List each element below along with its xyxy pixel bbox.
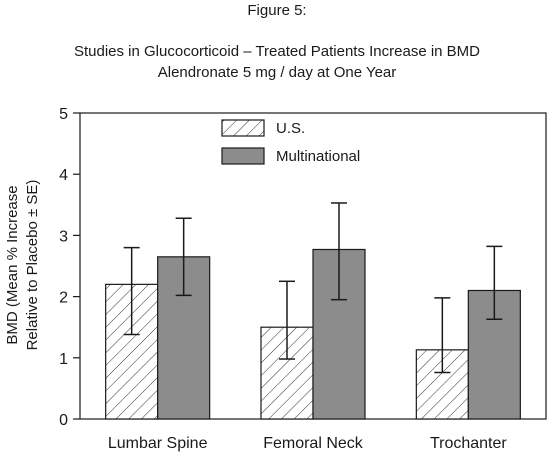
legend-label-multinational: Multinational xyxy=(276,148,360,165)
x-tick-label: Trochanter xyxy=(430,435,507,452)
y-tick-label: 4 xyxy=(59,167,68,184)
y-tick-label: 2 xyxy=(59,290,68,307)
y-axis-label-line1: BMD (Mean % Increase xyxy=(4,185,21,344)
legend-swatch-us xyxy=(221,119,265,137)
y-tick-label: 5 xyxy=(59,106,68,123)
x-tick-label: Lumbar Spine xyxy=(108,435,208,452)
x-tick-label: Femoral Neck xyxy=(263,435,364,452)
y-tick-label: 0 xyxy=(59,412,68,429)
legend-label-us: U.S. xyxy=(276,120,305,137)
y-tick-label: 1 xyxy=(59,351,68,368)
y-tick-label: 3 xyxy=(59,228,68,245)
y-axis-label-line2: Relative to Placebo ± SE) xyxy=(24,180,41,351)
figure-label: Figure 5: xyxy=(247,2,307,19)
chart-subtitle: Alendronate 5 mg / day at One Year xyxy=(157,64,397,81)
legend-swatch-multinational xyxy=(221,147,265,165)
chart-title: Studies in Glucocorticoid – Treated Pati… xyxy=(73,43,481,60)
chart-title-block: Studies in Glucocorticoid – Treated Pati… xyxy=(0,41,554,83)
